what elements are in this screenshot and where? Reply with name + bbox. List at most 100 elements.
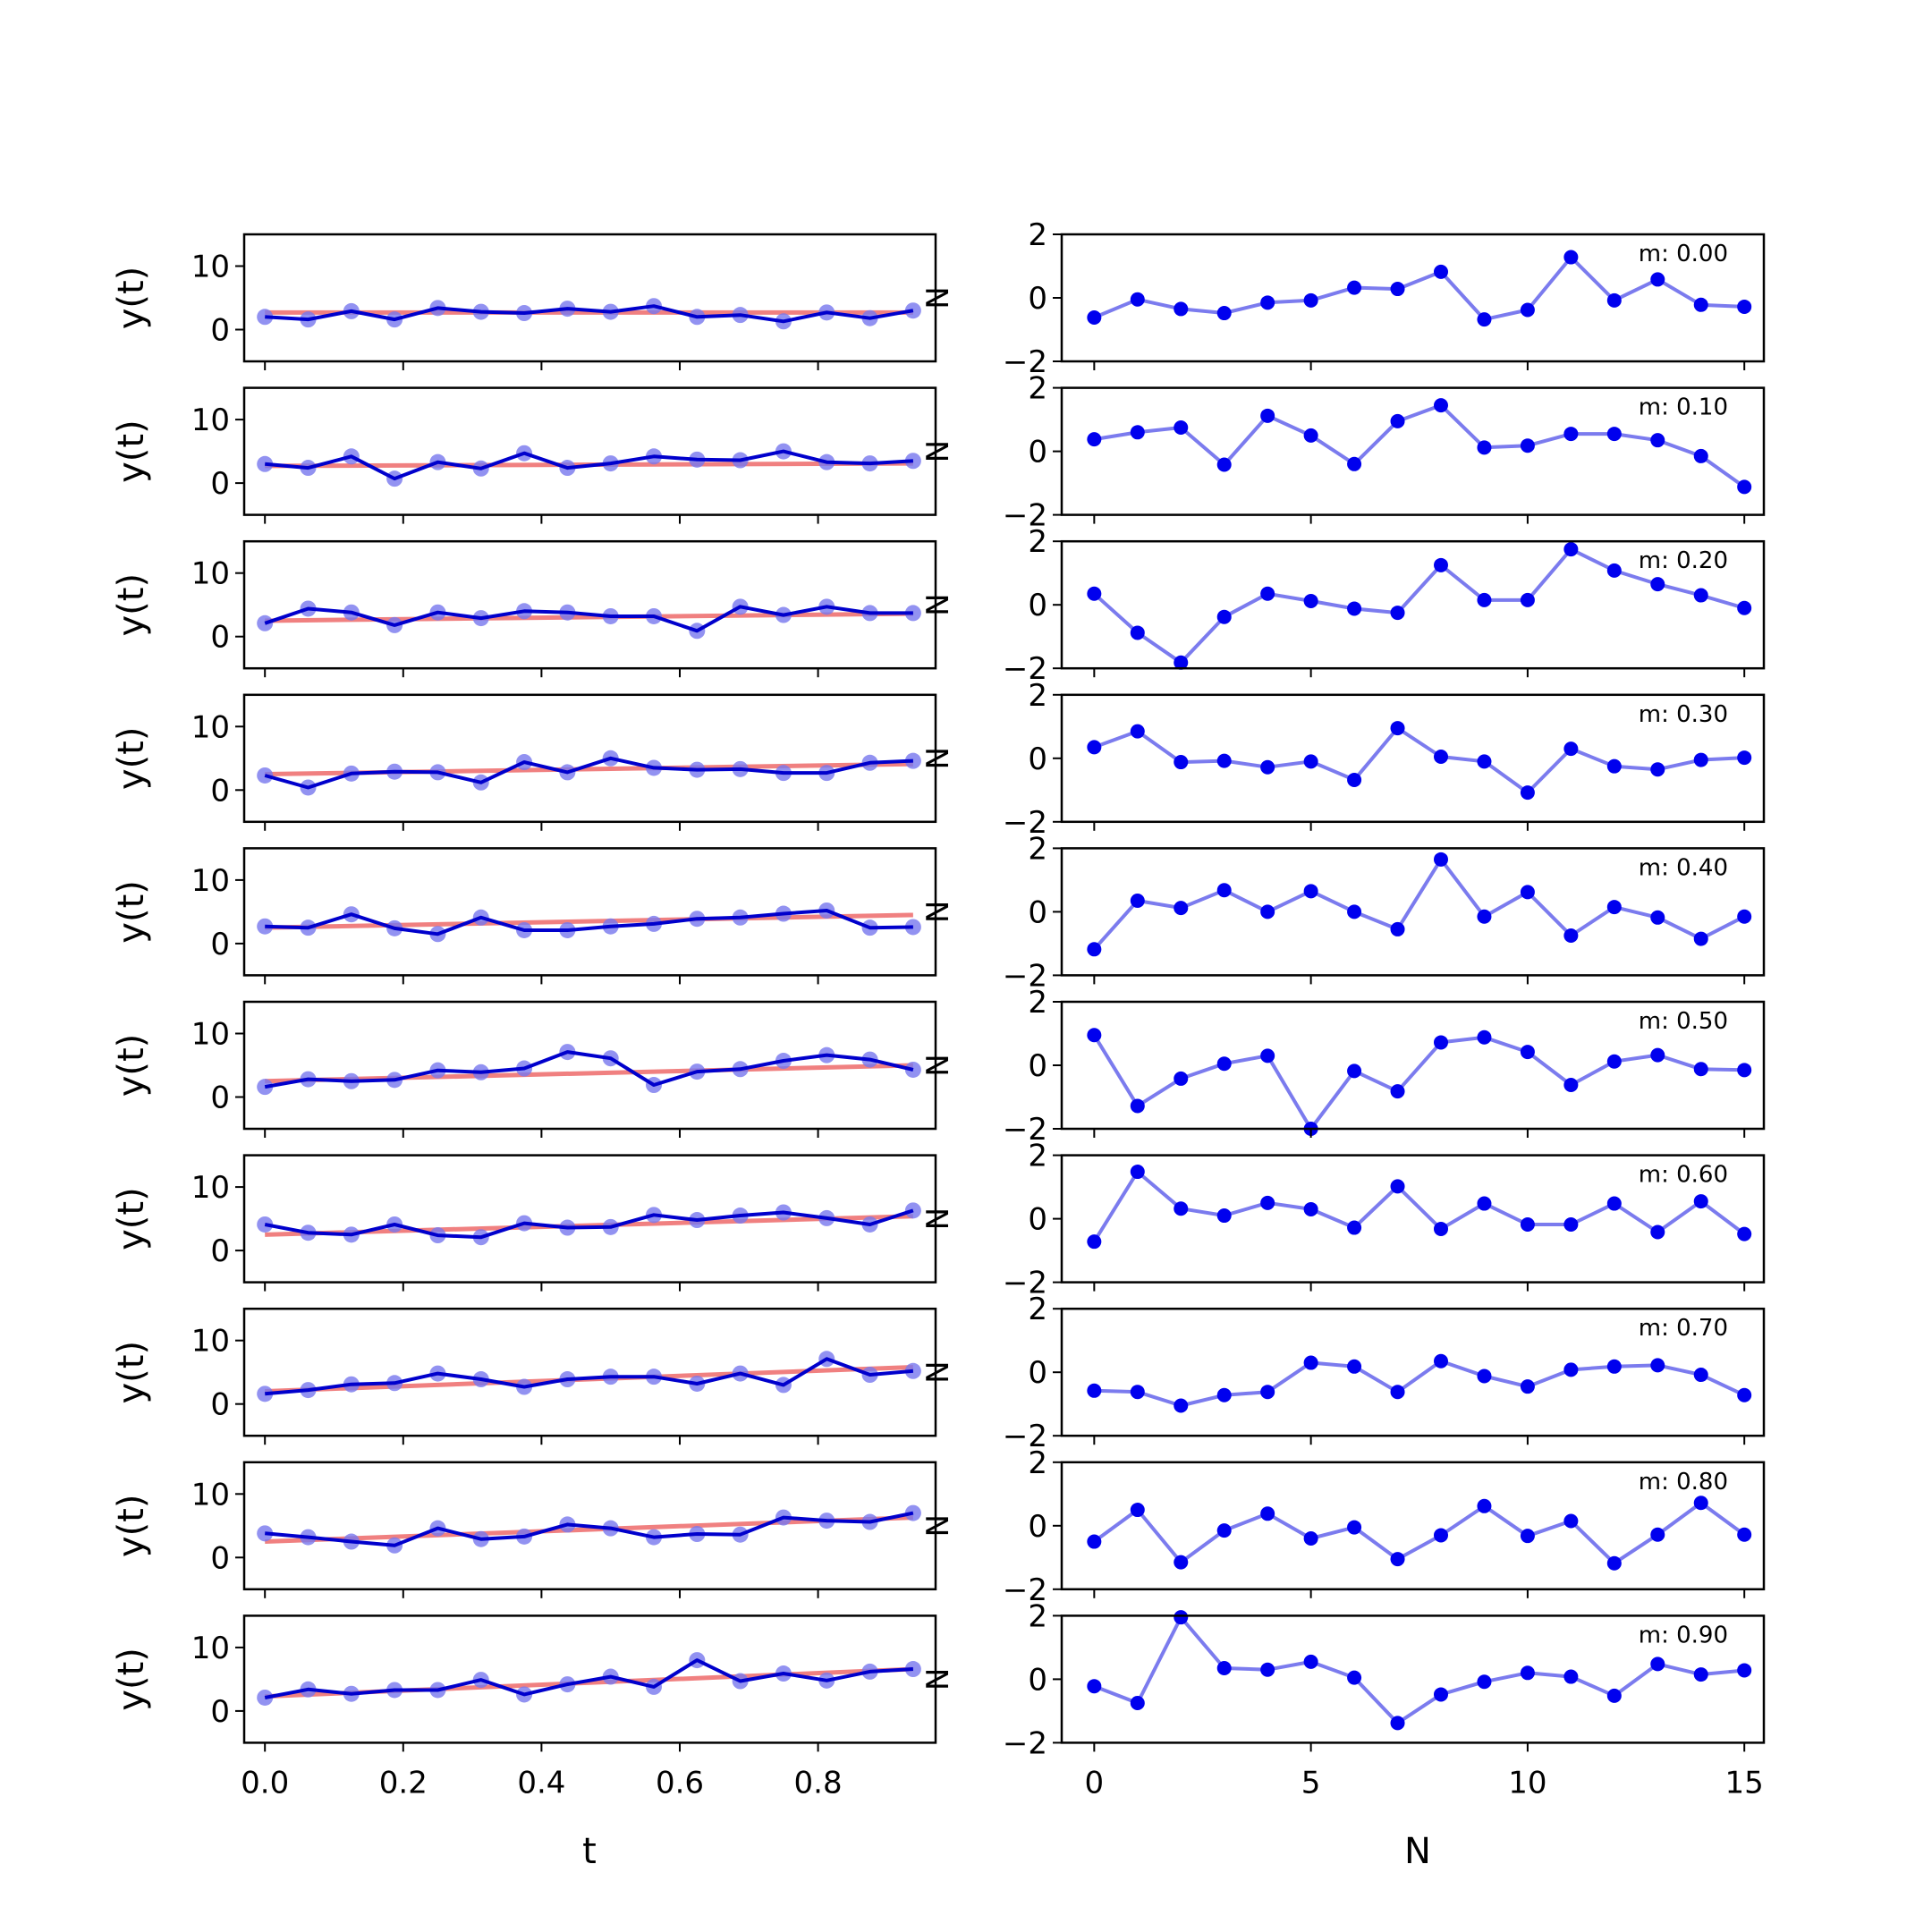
y-tick-label: −2 xyxy=(1003,1725,1047,1761)
data-point xyxy=(1260,1048,1275,1063)
left-panel-frame xyxy=(242,1461,937,1591)
left-panel-6: 0 10 y(t) N xyxy=(111,1154,956,1292)
y-tick-label: 2 xyxy=(1028,831,1047,867)
side-label: N xyxy=(920,1360,956,1383)
y-tick-label: 2 xyxy=(1028,371,1047,407)
y-tick-label: 0 xyxy=(1028,1048,1047,1084)
series-line xyxy=(264,756,913,790)
data-point xyxy=(1260,1385,1275,1400)
data-point xyxy=(1433,852,1448,867)
data-point xyxy=(1087,1679,1102,1694)
data-point xyxy=(1303,292,1318,308)
data-point xyxy=(1520,302,1535,318)
data-point xyxy=(1216,609,1232,624)
y-tick-label: 0 xyxy=(210,313,230,349)
data-point xyxy=(1477,1196,1492,1211)
data-point xyxy=(1650,1047,1665,1063)
data-point xyxy=(1563,1362,1579,1377)
data-point xyxy=(1347,772,1362,787)
data-point xyxy=(1390,1084,1405,1099)
data-point xyxy=(1737,1063,1752,1078)
right-panel-8: −2 0 2 m: 0.80 xyxy=(1003,1445,1766,1608)
left-panel-frame xyxy=(242,847,937,977)
data-point xyxy=(1303,1531,1318,1546)
y-axis-label: y(t) xyxy=(111,880,152,944)
y-tick-label: 0 xyxy=(1028,1202,1047,1238)
data-point xyxy=(1737,1226,1752,1241)
data-point xyxy=(1477,754,1492,769)
y-tick-label: 10 xyxy=(191,1324,230,1360)
series-line xyxy=(1093,1501,1746,1565)
data-point xyxy=(1347,1220,1362,1235)
data-point xyxy=(1737,750,1752,766)
data-point xyxy=(1216,1660,1232,1675)
left-panel-frame xyxy=(242,1307,937,1437)
m-annotation: m: 0.00 xyxy=(1639,241,1728,267)
data-point xyxy=(1216,457,1232,472)
data-point xyxy=(1087,432,1102,447)
left-panel-9: 0 10 0.0 0.2 0.4 0.6 0.8 y(t) N xyxy=(111,1614,956,1801)
side-label: N xyxy=(920,1054,956,1076)
data-point xyxy=(1130,724,1145,739)
left-plot-area xyxy=(257,443,921,487)
data-point xyxy=(1650,577,1665,592)
data-point xyxy=(257,1525,274,1542)
data-point xyxy=(1087,310,1102,326)
data-point xyxy=(1087,1383,1102,1398)
data-point xyxy=(1216,306,1232,321)
fit-line xyxy=(265,1515,913,1545)
data-point xyxy=(1216,883,1232,898)
m-annotation: m: 0.30 xyxy=(1639,701,1728,728)
data-point xyxy=(1130,1696,1145,1711)
left-plot-area xyxy=(257,1504,921,1554)
data-point xyxy=(1650,272,1665,287)
data-point xyxy=(1563,250,1579,265)
data-point xyxy=(1390,1179,1405,1194)
y-tick-label: 0 xyxy=(210,466,230,502)
data-point xyxy=(1130,425,1145,440)
data-point xyxy=(257,767,274,784)
data-point xyxy=(1390,721,1405,736)
right-panel-5: −2 0 2 m: 0.50 xyxy=(1003,985,1766,1148)
data-point xyxy=(1390,1716,1405,1731)
left-x-axis-label: t xyxy=(582,1831,597,1872)
y-tick-label: 10 xyxy=(191,1170,230,1206)
y-tick-label: −2 xyxy=(1003,958,1047,994)
data-point xyxy=(1347,601,1362,616)
data-point xyxy=(1216,753,1232,768)
series-line xyxy=(265,909,913,936)
data-point xyxy=(1433,1353,1448,1368)
data-point xyxy=(1737,600,1752,615)
data-point xyxy=(1174,1398,1189,1413)
y-tick-label: 10 xyxy=(191,556,230,592)
data-point xyxy=(1390,413,1405,428)
left-panel-0: 0 10 y(t) N xyxy=(111,233,956,370)
series-line xyxy=(265,304,914,324)
data-point xyxy=(1520,1379,1535,1394)
right-panel-4: −2 0 2 m: 0.40 xyxy=(1003,831,1766,994)
data-point xyxy=(257,455,274,472)
y-tick-label: −2 xyxy=(1003,1572,1047,1608)
fit-line xyxy=(265,1063,913,1084)
data-point xyxy=(1130,1098,1145,1114)
data-point xyxy=(1433,557,1448,572)
series-line xyxy=(1092,1034,1745,1131)
data-point xyxy=(1087,1534,1102,1549)
data-point xyxy=(1650,433,1665,448)
side-label: N xyxy=(920,593,956,615)
y-tick-label: 2 xyxy=(1028,1139,1047,1174)
data-point xyxy=(1433,398,1448,413)
data-point xyxy=(1563,1078,1579,1093)
data-point xyxy=(1303,1201,1318,1216)
data-point xyxy=(1347,1520,1362,1535)
data-point xyxy=(1260,408,1275,423)
data-point xyxy=(1520,1216,1535,1232)
y-tick-label: 0 xyxy=(210,773,230,809)
left-plot-area xyxy=(257,298,921,330)
y-tick-label: 0 xyxy=(1028,741,1047,777)
data-point xyxy=(1693,1667,1708,1682)
series-line xyxy=(264,1208,914,1240)
data-point xyxy=(1433,1528,1448,1543)
side-label: N xyxy=(920,1514,956,1537)
data-point xyxy=(1260,1195,1275,1210)
